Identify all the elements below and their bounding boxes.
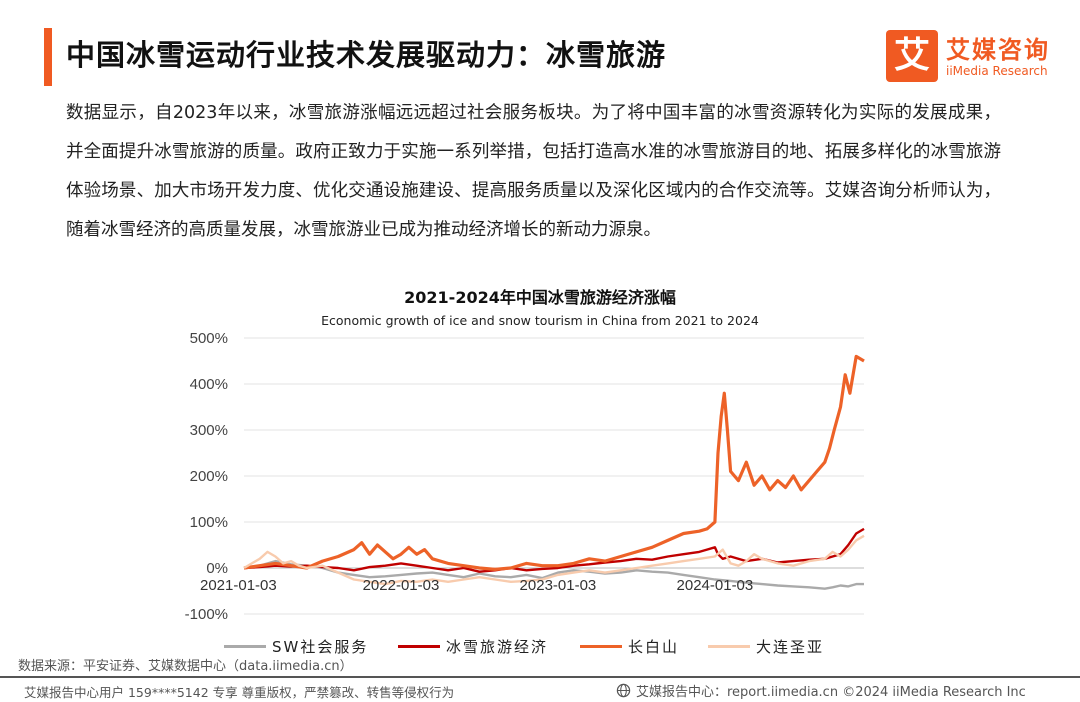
legend-label-ice-snow: 冰雪旅游经济 (446, 637, 549, 656)
summary-paragraph: 数据显示，自2023年以来，冰雪旅游涨幅远远超过社会服务板块。为了将中国丰富的冰… (66, 103, 1001, 240)
y-tick-label: 0% (206, 560, 228, 577)
legend-label-changbaishan: 长白山 (628, 637, 680, 656)
y-tick-label: 400% (190, 376, 228, 393)
chart-title: 2021-2024年中国冰雪旅游经济涨幅 (404, 288, 676, 307)
y-tick-label: -100% (185, 606, 228, 623)
title-accent-bar (44, 28, 52, 86)
legend-item-changbaishan: 长白山 (580, 636, 679, 656)
y-tick-label: 200% (190, 468, 228, 485)
legend-item-dalian: 大连圣亚 (708, 636, 824, 656)
y-tick-label: 500% (190, 330, 228, 347)
legend-swatch-ice-snow (398, 644, 440, 648)
legend-label-sw: SW社会服务 (272, 637, 369, 656)
footer-divider (0, 676, 1080, 678)
series-line (243, 534, 865, 586)
legend-item-sw: SW社会服务 (224, 636, 368, 656)
series-line (243, 527, 865, 573)
legend-label-dalian: 大连圣亚 (756, 637, 825, 656)
chart-subtitle: Economic growth of ice and snow tourism … (321, 313, 759, 328)
series-line (243, 559, 864, 590)
y-tick-label: 100% (190, 514, 228, 531)
iimedia-logo: 艾 艾媒咨询 iiMedia Research (886, 30, 1066, 86)
footer-site-info: 艾媒报告中心：report.iimedia.cn ©2024 iiMedia R… (616, 681, 1026, 700)
legend-swatch-changbaishan (580, 644, 622, 648)
logo-mark: 艾 (886, 30, 938, 82)
globe-icon (616, 683, 631, 698)
logo-en-text: iiMedia Research (946, 64, 1048, 78)
footer-site-text: 艾媒报告中心：report.iimedia.cn ©2024 iiMedia R… (636, 685, 1026, 700)
x-tick-label: 2021-01-03 (200, 577, 277, 594)
legend-swatch-sw (224, 644, 266, 648)
x-tick-label: 2022-01-03 (363, 577, 440, 594)
legend-item-ice-snow: 冰雪旅游经济 (398, 636, 548, 656)
logo-cn-text: 艾媒咨询 (946, 36, 1050, 64)
page-title: 中国冰雪运动行业技术发展驱动力：冰雪旅游 (66, 38, 667, 72)
legend-swatch-dalian (708, 644, 750, 648)
series-line (243, 354, 865, 571)
footer-copyright-note: 艾媒报告中心用户 159****5142 专享 尊重版权，严禁篡改、转售等侵权行… (24, 685, 455, 700)
y-tick-label: 300% (190, 422, 228, 439)
x-tick-label: 2023-01-03 (520, 577, 597, 594)
data-source: 数据来源：平安证券、艾媒数据中心（data.iimedia.cn） (18, 659, 353, 674)
x-tick-label: 2024-01-03 (677, 577, 754, 594)
